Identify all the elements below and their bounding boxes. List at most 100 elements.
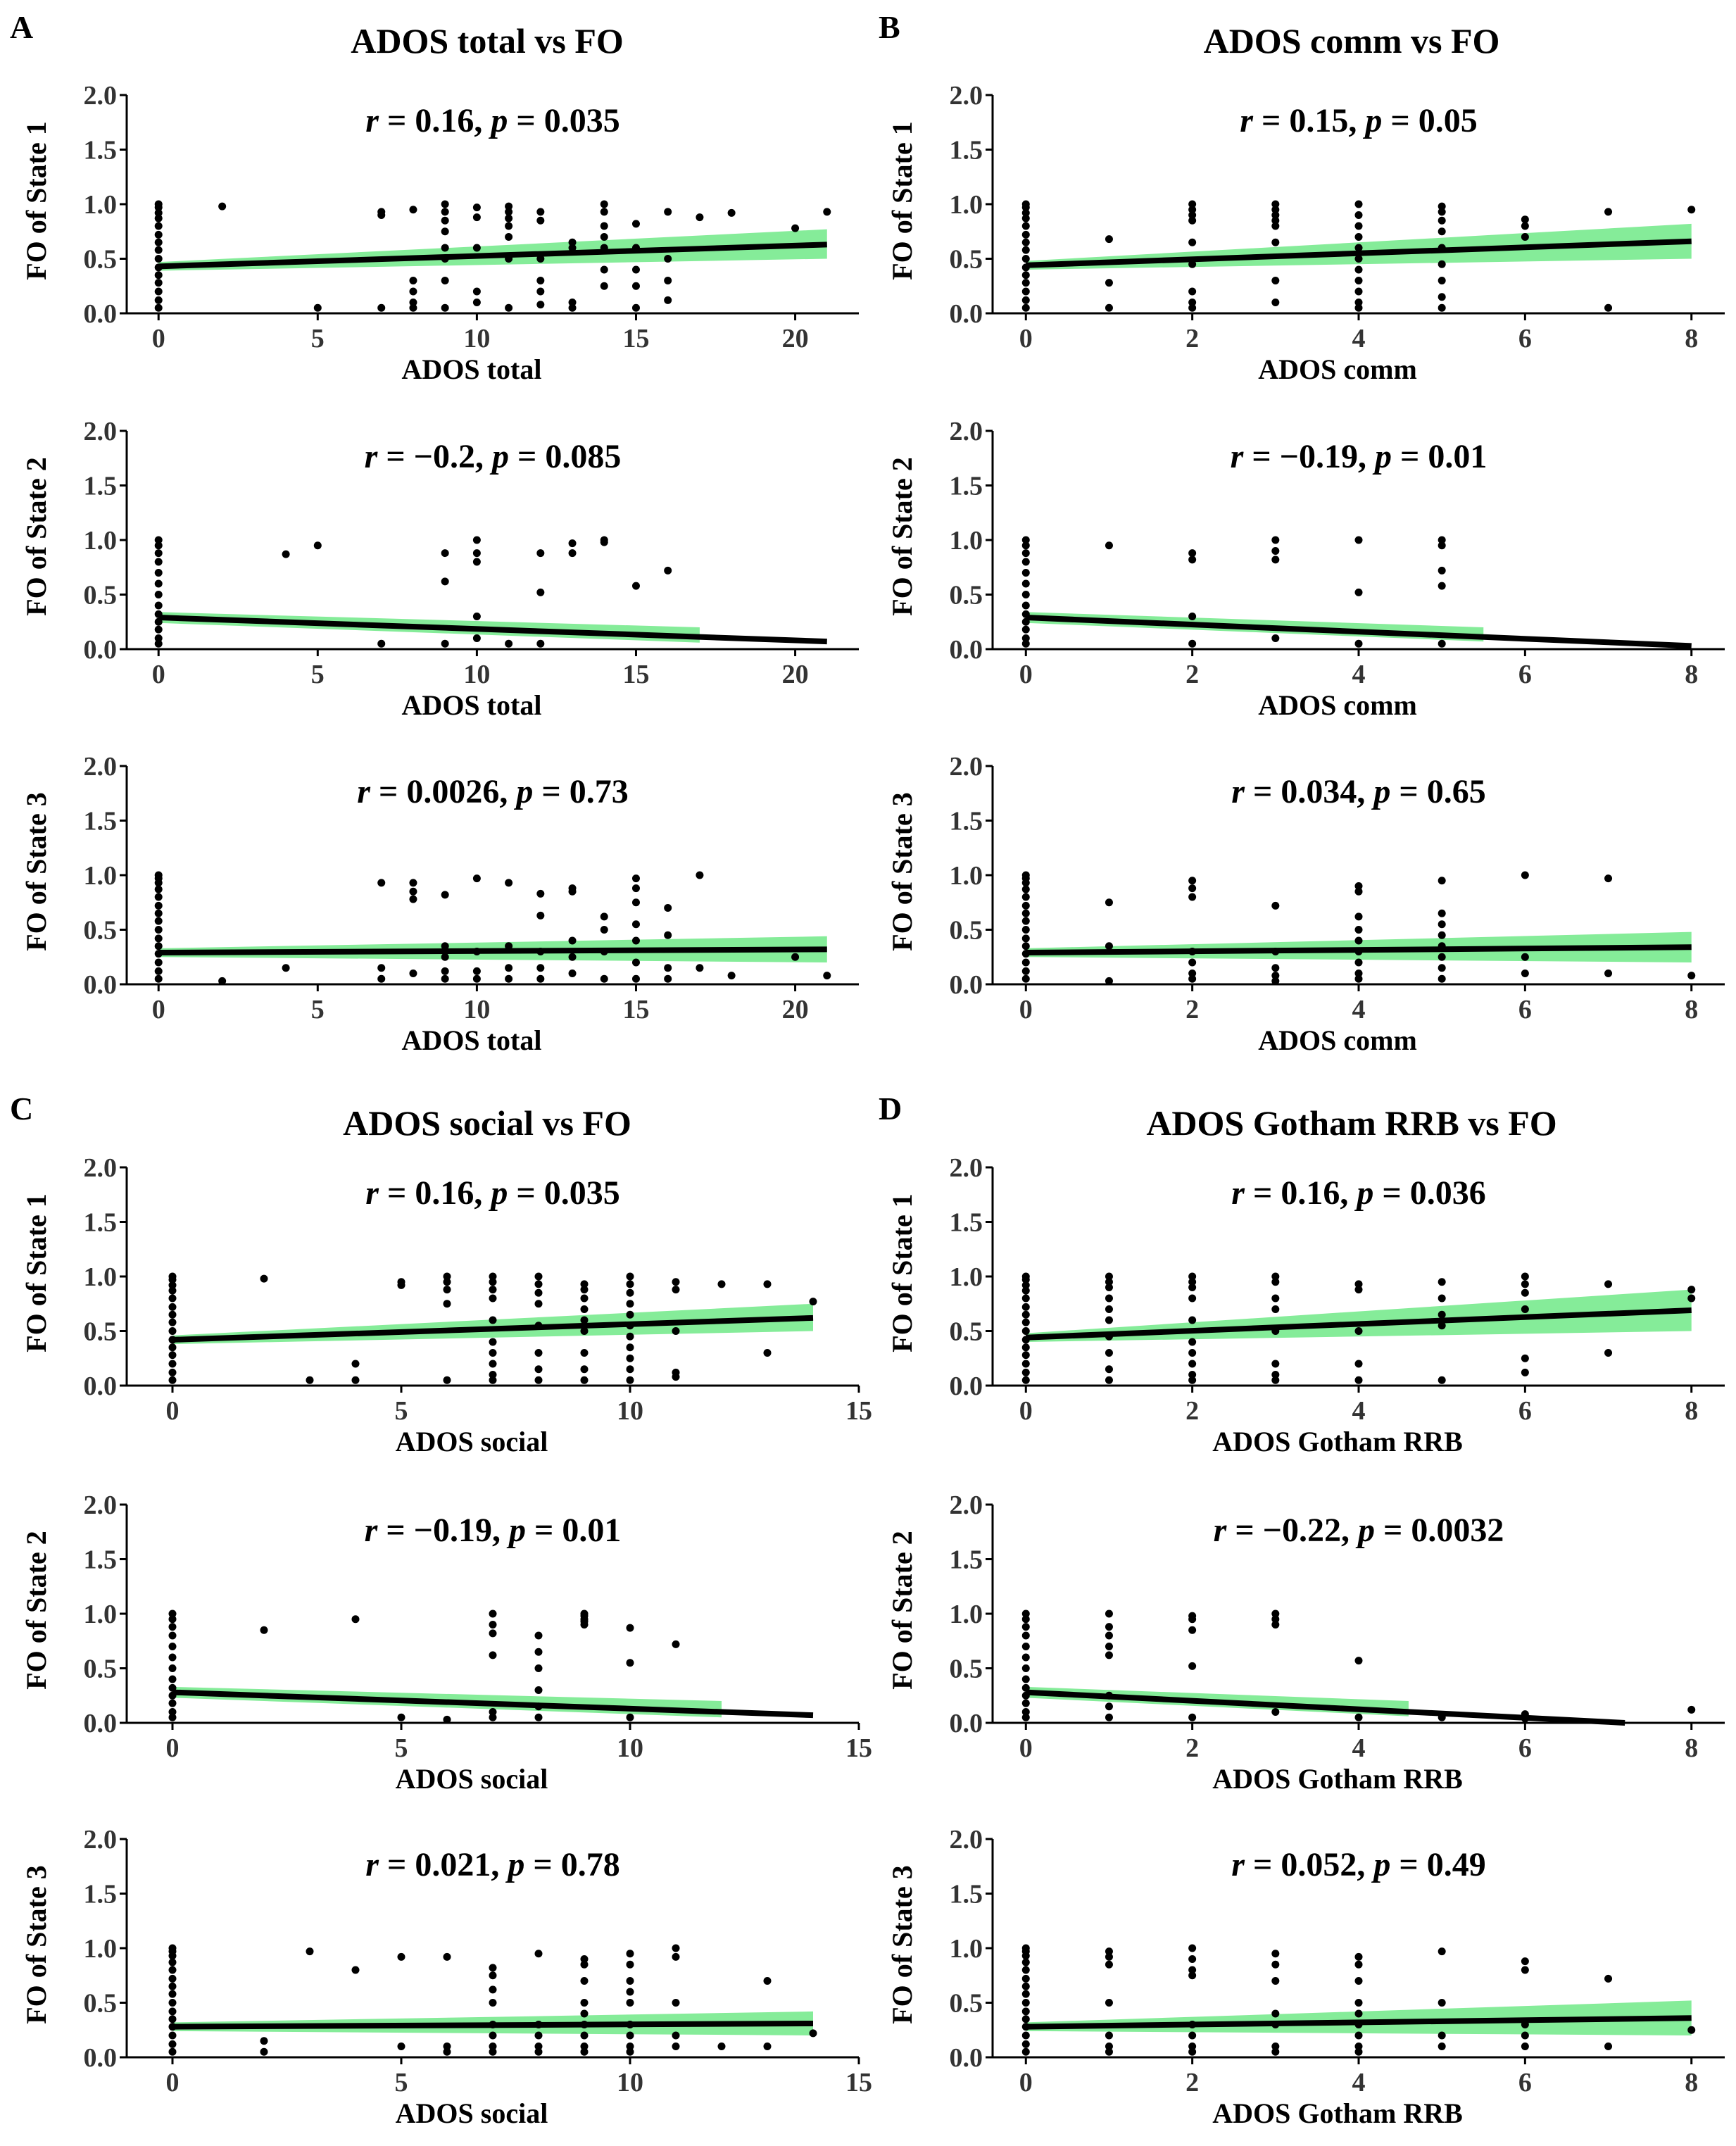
regression-line	[1026, 238, 1692, 268]
data-point	[1105, 279, 1113, 287]
data-point	[1188, 877, 1197, 885]
data-point	[377, 964, 386, 972]
x-tick-label: 10	[463, 660, 490, 689]
data-point	[1271, 1371, 1280, 1379]
data-point	[536, 911, 545, 920]
data-point	[1105, 2043, 1113, 2050]
data-point	[154, 200, 163, 208]
y-tick-label: 2.0	[84, 417, 118, 446]
data-point	[441, 967, 449, 975]
data-point	[717, 1280, 726, 1288]
x-tick-label: 2	[1185, 995, 1199, 1024]
data-point	[168, 1974, 177, 1983]
y-tick-label: 1.5	[84, 1880, 118, 1909]
data-point	[1188, 1360, 1197, 1368]
data-point	[1354, 926, 1363, 934]
data-point	[536, 588, 545, 596]
data-point	[154, 625, 163, 634]
y-axis-label: FO of State 1	[886, 1193, 918, 1353]
correlation-stat: r = −0.19, p = 0.01	[365, 1512, 622, 1549]
data-point	[1105, 2047, 1113, 2056]
data-points	[168, 1272, 817, 1384]
data-point	[505, 974, 513, 983]
data-point	[1105, 1643, 1113, 1650]
data-point	[489, 1294, 497, 1303]
data-point	[1021, 1990, 1030, 1998]
data-point	[534, 1349, 543, 1357]
data-point	[672, 1999, 680, 2007]
data-point	[568, 549, 577, 558]
y-tick-label: 0.5	[84, 916, 118, 946]
data-point	[1271, 1615, 1280, 1624]
x-axis-label: ADOS total	[402, 689, 542, 721]
data-point	[1438, 1310, 1446, 1319]
data-point	[1021, 1966, 1030, 1974]
y-tick-label: 2.0	[950, 1825, 983, 1855]
data-point	[600, 222, 608, 230]
data-point	[441, 974, 449, 983]
x-tick-label: 0	[1019, 1396, 1033, 1426]
x-tick-label: 0	[166, 1733, 180, 1763]
data-point	[1438, 909, 1446, 917]
data-point	[1354, 1657, 1363, 1665]
y-axis-label: FO of State 1	[20, 121, 52, 280]
y-tick-label: 0.0	[84, 299, 118, 329]
data-point	[1271, 1960, 1280, 1969]
data-point	[168, 1610, 177, 1618]
data-point	[1354, 588, 1363, 596]
x-tick-label: 15	[622, 995, 649, 1024]
data-point	[168, 1351, 177, 1360]
data-point	[1354, 958, 1363, 967]
panel-title-a: ADOS total vs FO	[351, 21, 624, 61]
data-point	[1271, 1708, 1280, 1716]
x-tick-label: 0	[1019, 660, 1033, 689]
data-point	[154, 974, 163, 983]
y-tick-label: 2.0	[84, 1491, 118, 1520]
data-point	[168, 1664, 177, 1672]
data-point	[1105, 1623, 1113, 1631]
data-point	[1105, 1294, 1113, 1303]
data-point	[154, 208, 163, 217]
data-point	[168, 1966, 177, 1974]
data-point	[441, 953, 449, 961]
data-point	[154, 871, 163, 879]
data-point	[1438, 953, 1446, 961]
data-point	[1271, 238, 1280, 246]
data-point	[441, 639, 449, 648]
data-point	[168, 1713, 177, 1721]
data-point	[1021, 549, 1030, 558]
x-tick-label: 15	[622, 660, 649, 689]
data-point	[534, 1288, 543, 1297]
data-point	[1438, 964, 1446, 972]
data-point	[1354, 255, 1363, 263]
regression-line	[172, 1314, 814, 1343]
x-tick-label: 4	[1352, 995, 1366, 1024]
data-point	[306, 1376, 314, 1384]
data-point	[1021, 1281, 1030, 1289]
data-point	[1105, 235, 1113, 244]
data-point	[1021, 200, 1030, 208]
data-point	[1188, 1615, 1197, 1624]
correlation-stat: r = −0.2, p = 0.085	[365, 438, 622, 475]
data-point	[489, 1621, 497, 1629]
data-point	[672, 2043, 680, 2050]
data-point	[168, 1368, 177, 1376]
data-point	[1105, 1272, 1113, 1281]
data-point	[1105, 1349, 1113, 1357]
data-point	[1354, 936, 1363, 945]
x-tick-label: 20	[782, 324, 809, 353]
y-tick-label: 0.5	[950, 581, 983, 610]
data-point	[1021, 1327, 1030, 1335]
y-axis-label: FO of State 2	[20, 457, 52, 616]
data-point	[1271, 222, 1280, 230]
data-point	[1021, 287, 1030, 296]
data-point	[154, 287, 163, 296]
data-point	[441, 277, 449, 284]
data-point	[472, 536, 481, 544]
data-point	[626, 1332, 634, 1341]
data-point	[1105, 1702, 1113, 1711]
data-point	[154, 549, 163, 558]
data-point	[1021, 1643, 1030, 1650]
data-point	[472, 967, 481, 975]
y-tick-label: 0.5	[84, 245, 118, 275]
